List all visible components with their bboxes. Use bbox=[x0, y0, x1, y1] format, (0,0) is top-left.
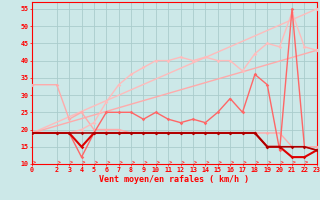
X-axis label: Vent moyen/en rafales ( km/h ): Vent moyen/en rafales ( km/h ) bbox=[100, 175, 249, 184]
